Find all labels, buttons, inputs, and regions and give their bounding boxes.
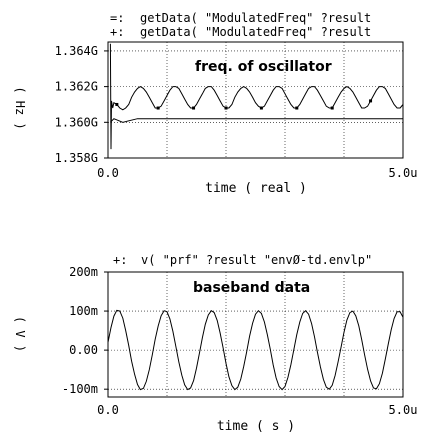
baseband-plot: +: v( "prf" ?result "envØ-td.envlp" base… <box>13 253 417 434</box>
x-axis-label-bottom: time ( s ) <box>217 419 295 434</box>
series-marker <box>115 102 119 106</box>
y-ticks-top: 1.364G 1.362G 1.360G 1.358G <box>55 44 403 165</box>
y-tick-label: 200m <box>69 265 98 279</box>
x-tick-label-bottom-end: 5.0u <box>389 403 418 417</box>
series-group-top <box>109 43 404 150</box>
series-marker <box>192 106 196 110</box>
series-group-bottom <box>107 309 404 391</box>
y-tick-label: 1.362G <box>55 80 98 94</box>
x-tick-label-bottom-start: 0.0 <box>97 403 119 417</box>
grid-top <box>166 42 345 158</box>
chart-title-top: freq. of oscillator <box>195 59 332 75</box>
y-tick-label: -100m <box>62 382 98 396</box>
series-marker <box>259 106 263 110</box>
series-marker <box>369 99 373 103</box>
legend-marker-2: +: <box>110 25 124 39</box>
series-line-top-2 <box>110 118 403 123</box>
x-tick-label-top-start: 0.0 <box>97 166 119 180</box>
x-axis-label-top: time ( real ) <box>205 181 307 196</box>
y-tick-label: 1.358G <box>55 151 98 165</box>
y-ticks-bottom: 200m 100m 0.00 -100m <box>62 265 403 396</box>
x-tick-label-top-end: 5.0u <box>389 166 418 180</box>
y-tick-label: 1.364G <box>55 44 98 58</box>
series-marker <box>295 106 299 110</box>
y-axis-label-top: ( Hz ) <box>13 86 27 129</box>
y-tick-label: 100m <box>69 304 98 318</box>
series-line-bottom-1 <box>107 309 404 391</box>
series-marker <box>330 106 334 110</box>
y-tick-label: 1.360G <box>55 115 98 129</box>
legend-entry-1[interactable]: getData( "ModulatedFreq" ?result <box>140 11 371 25</box>
legend-entry-2[interactable]: getData( "ModulatedFreq" ?result <box>140 25 371 39</box>
legend-marker-1: =: <box>110 11 124 25</box>
freq-plot: =: getData( "ModulatedFreq" ?result +: g… <box>13 11 417 196</box>
series-line-top-1 <box>109 43 404 150</box>
chart-title-bottom: baseband data <box>193 280 310 296</box>
y-tick-label: 0.00 <box>69 343 98 357</box>
legend-entry-3[interactable]: v( "prf" ?result "envØ-td.envlp" <box>141 253 372 267</box>
series-marker <box>224 106 228 110</box>
y-axis-label-bottom: ( V ) <box>13 316 27 352</box>
series-marker <box>156 106 160 110</box>
legend-marker-3: +: <box>113 253 127 267</box>
